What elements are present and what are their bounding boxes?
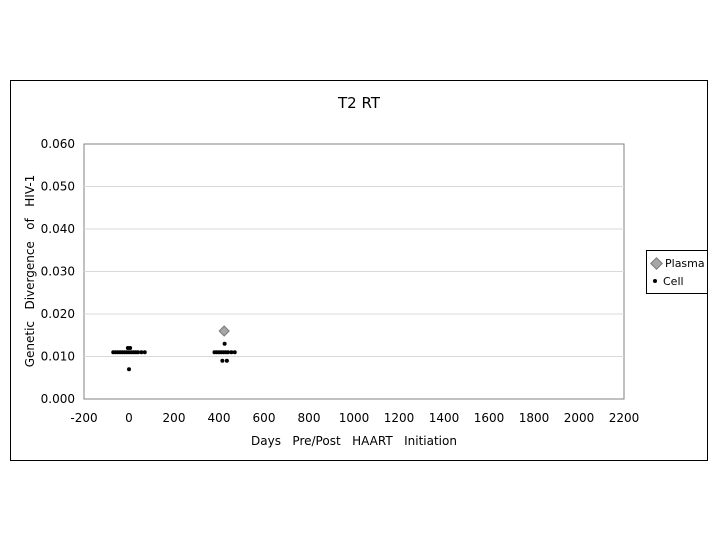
x-tick-label: 1800 [519, 411, 550, 425]
diamond-marker-icon [650, 256, 663, 270]
y-axis-tick-labels: 0.000 0.010 0.020 0.030 0.040 0.050 0.060 [41, 137, 75, 406]
cell-point [139, 350, 144, 355]
cell-point [232, 350, 237, 355]
legend-label-cell: Cell [663, 274, 684, 288]
x-axis-title: Days Pre/Post HAART Initiation [251, 434, 457, 448]
x-tick-label: 400 [208, 411, 231, 425]
y-tick-label: 0.040 [41, 222, 75, 236]
chart-svg: T2 RT 0.000 0.010 0.020 0.030 0.040 0.050 0.06… [23, 94, 639, 448]
y-tick-label: 0.060 [41, 137, 75, 151]
x-tick-label: 200 [163, 411, 186, 425]
cell-point [224, 358, 229, 363]
legend-item-plasma: Plasma [650, 254, 707, 272]
x-tick-label: 1400 [429, 411, 460, 425]
x-tick-label: 1000 [339, 411, 370, 425]
plasma-point [218, 325, 230, 337]
gridlines [84, 186, 624, 357]
x-tick-label: 1200 [384, 411, 415, 425]
chart-title: T2 RT [337, 94, 381, 112]
x-tick-label: 800 [298, 411, 321, 425]
y-tick-label: 0.000 [41, 392, 75, 406]
dot-marker-icon [653, 279, 657, 283]
data-points [111, 325, 237, 372]
cell-point [128, 346, 133, 350]
x-tick-label: 2000 [564, 411, 595, 425]
x-tick-label: 2200 [609, 411, 640, 425]
x-tick-label: 0 [125, 411, 133, 425]
cell-point [136, 350, 140, 355]
x-tick-label: 1600 [474, 411, 505, 425]
cell-point [226, 350, 230, 355]
y-tick-label: 0.020 [41, 307, 75, 321]
x-tick-label: -200 [70, 411, 97, 425]
cell-point [142, 350, 147, 355]
legend-label-plasma: Plasma [665, 256, 705, 270]
y-tick-label: 0.010 [41, 350, 75, 364]
cell-point [229, 350, 234, 355]
x-axis-tick-labels: -200 0 200 400 600 800 1000 1200 1400 1600 1800 200… [70, 411, 639, 425]
cell-point [220, 358, 225, 363]
y-tick-label: 0.030 [41, 265, 75, 279]
cell-point [127, 367, 131, 372]
legend-item-cell: Cell [651, 272, 707, 290]
y-axis-title: Genetic Divergence of HIV-1 [23, 175, 37, 368]
cell-point [222, 341, 227, 346]
x-tick-label: 600 [253, 411, 276, 425]
legend: Plasma Cell [646, 250, 708, 294]
chart-frame: T2 RT 0.000 0.010 0.020 0.030 0.040 0.050 0.06… [10, 80, 708, 461]
y-tick-label: 0.050 [41, 180, 75, 194]
